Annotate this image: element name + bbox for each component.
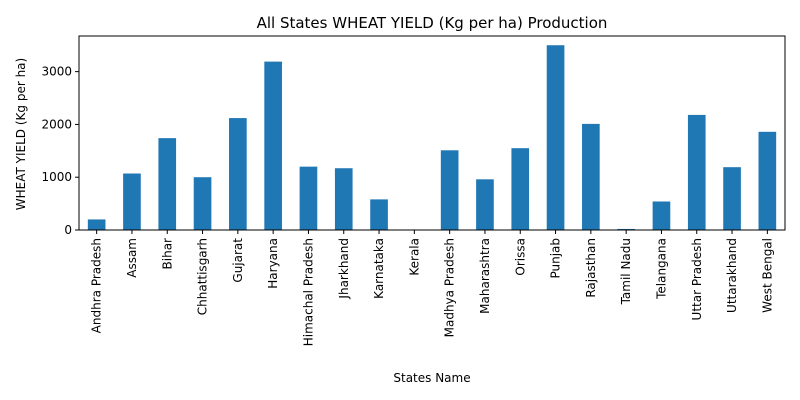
bar-uttar-pradesh bbox=[687, 114, 706, 230]
y-tick-label: 1000 bbox=[41, 170, 72, 184]
bar-uttarakhand bbox=[723, 167, 741, 230]
x-tick-label: Orissa bbox=[513, 238, 527, 276]
bar-telangana bbox=[652, 201, 671, 230]
bar-madhya-pradesh bbox=[440, 150, 459, 230]
bar-andhra-pradesh bbox=[87, 219, 106, 230]
bar-punjab bbox=[546, 45, 565, 230]
x-axis-label: States Name bbox=[393, 371, 470, 385]
bar-maharashtra bbox=[476, 179, 494, 230]
plot-frame bbox=[78, 35, 786, 231]
x-tick-label: Assam bbox=[125, 238, 139, 278]
y-tick-label: 0 bbox=[64, 223, 72, 237]
y-ticks-group: 0 1000 2000 3000 bbox=[41, 65, 79, 237]
x-tick-label: Telangana bbox=[654, 238, 668, 300]
x-tick-label: West Bengal bbox=[760, 238, 774, 313]
bar-karnataka bbox=[370, 199, 388, 230]
bar-gujarat bbox=[229, 118, 247, 230]
bar-west-bengal bbox=[758, 131, 777, 230]
chart-title: All States WHEAT YIELD (Kg per ha) Produ… bbox=[257, 14, 608, 32]
x-tick-label: Rajasthan bbox=[584, 238, 598, 298]
x-tick-label: Himachal Pradesh bbox=[301, 238, 315, 346]
x-tick-label: Andhra Pradesh bbox=[90, 238, 104, 333]
bar-orissa bbox=[511, 148, 530, 230]
x-tick-label: Chhattisgarh bbox=[196, 238, 210, 315]
x-tick-label: Maharashtra bbox=[478, 238, 492, 314]
x-tick-label: Madhya Pradesh bbox=[443, 238, 457, 337]
bar-himachal-pradesh bbox=[299, 166, 318, 230]
y-tick-label: 2000 bbox=[41, 117, 72, 131]
bar-bihar bbox=[158, 138, 177, 230]
x-tick-label: Uttar Pradesh bbox=[690, 238, 704, 320]
x-tick-label: Haryana bbox=[266, 238, 280, 289]
x-tick-label: Punjab bbox=[549, 238, 563, 279]
x-tick-label: Karnataka bbox=[372, 238, 386, 299]
x-tick-label: Tamil Nadu bbox=[619, 238, 633, 305]
x-tick-label: Jharkhand bbox=[337, 238, 351, 300]
x-tick-label: Bihar bbox=[160, 238, 174, 270]
bar-tamil-nadu bbox=[617, 228, 635, 230]
x-tick-label: Gujarat bbox=[231, 238, 245, 283]
bar-rajasthan bbox=[582, 123, 600, 230]
bars-group bbox=[87, 45, 777, 230]
bar-jharkhand bbox=[334, 168, 353, 230]
bar-haryana bbox=[264, 61, 282, 230]
y-tick-label: 3000 bbox=[41, 65, 72, 79]
y-axis-label: WHEAT YIELD (Kg per ha) bbox=[14, 58, 28, 210]
bar-chhattisgarh bbox=[193, 177, 212, 230]
x-tick-label: Kerala bbox=[407, 238, 421, 276]
x-tick-label: Uttarakhand bbox=[725, 238, 739, 313]
x-ticks-group: Andhra Pradesh Assam Bihar Chhattisgarh Guja… bbox=[90, 230, 774, 346]
bar-assam bbox=[123, 173, 141, 230]
